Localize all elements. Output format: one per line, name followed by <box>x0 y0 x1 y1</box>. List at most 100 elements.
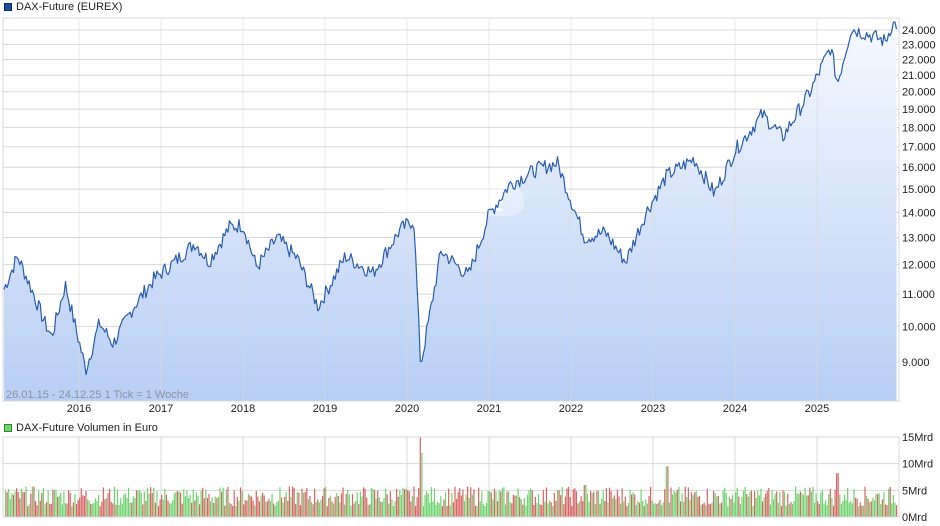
volume-bar <box>25 486 27 517</box>
volume-bar <box>159 499 161 517</box>
volume-bar <box>779 492 781 517</box>
volume-bar <box>578 501 581 517</box>
volume-bar <box>134 498 136 517</box>
volume-bar <box>664 489 666 517</box>
volume-bar <box>249 495 251 517</box>
volume-bar <box>17 491 19 517</box>
volume-bar <box>309 495 311 517</box>
volume-bar <box>719 503 721 517</box>
volume-bar <box>733 502 735 517</box>
volume-y-tick: 5Mrd <box>902 485 927 497</box>
volume-bar <box>870 501 872 517</box>
volume-bar <box>586 493 589 517</box>
volume-bar <box>836 473 838 517</box>
volume-bar <box>53 490 56 517</box>
volume-bar <box>23 492 26 517</box>
volume-bar <box>676 489 678 517</box>
volume-bar <box>99 506 101 517</box>
volume-bar <box>555 500 557 517</box>
volume-bar <box>619 503 622 517</box>
volume-bar <box>104 499 106 517</box>
volume-bar <box>187 497 190 517</box>
volume-bar <box>181 503 183 517</box>
volume-bar <box>422 506 425 517</box>
volume-bar <box>490 492 492 517</box>
volume-bar <box>746 493 748 517</box>
volume-bar <box>772 499 775 517</box>
volume-bar <box>334 496 336 517</box>
volume-bar <box>347 489 349 517</box>
volume-bar <box>180 492 182 517</box>
volume-bar <box>810 491 812 517</box>
volume-bar <box>695 491 697 517</box>
volume-bar <box>892 494 894 517</box>
volume-bar <box>618 496 620 517</box>
volume-bar <box>530 488 532 517</box>
volume-bar <box>381 501 384 517</box>
volume-bar <box>75 503 78 517</box>
volume-bar <box>828 494 830 517</box>
volume-bar <box>856 498 858 517</box>
volume-bar <box>673 491 675 517</box>
volume-bar <box>198 504 201 517</box>
volume-bar <box>454 486 456 517</box>
volume-bar <box>452 502 455 517</box>
volume-bar <box>590 490 592 517</box>
volume-bar <box>884 504 887 517</box>
volume-bar <box>385 488 387 517</box>
volume-bar <box>834 489 836 517</box>
volume-bar <box>299 505 302 517</box>
volume-y-axis: 0Mrd 5Mrd 10Mrd 15Mrd <box>902 432 933 524</box>
volume-bar <box>8 488 10 517</box>
volume-bar <box>243 504 245 517</box>
volume-bar <box>608 487 611 517</box>
volume-bar <box>500 491 502 517</box>
volume-bar <box>345 493 347 517</box>
volume-bar <box>162 499 164 517</box>
volume-bar <box>110 501 112 517</box>
volume-bar <box>806 495 808 517</box>
volume-bar <box>599 503 601 517</box>
volume-bar <box>653 504 655 517</box>
volume-bar <box>703 502 705 517</box>
volume-bar <box>112 503 114 517</box>
volume-bar <box>752 506 754 517</box>
volume-bar <box>560 495 562 517</box>
volume-bar <box>687 487 689 517</box>
volume-bar <box>205 489 207 517</box>
volume-bar <box>276 502 278 517</box>
volume-bar <box>416 497 418 517</box>
price-y-tick: 15.000 <box>902 184 936 196</box>
volume-bar <box>768 487 770 517</box>
volume-bar <box>107 493 109 517</box>
volume-bar <box>219 487 221 517</box>
volume-bar <box>80 488 82 517</box>
volume-bar <box>135 490 138 517</box>
volume-bar <box>83 496 86 517</box>
volume-bar <box>467 486 469 517</box>
volume-bar <box>392 505 395 517</box>
volume-bar <box>291 486 294 517</box>
volume-bar <box>495 491 497 517</box>
volume-bar <box>455 498 458 517</box>
volume-bar <box>796 493 798 517</box>
volume-bar <box>508 491 510 517</box>
volume-bar <box>277 500 279 517</box>
volume-bar <box>847 488 849 517</box>
volume-bar <box>397 496 399 517</box>
volume-bar <box>34 501 37 517</box>
volume-bar <box>511 503 513 517</box>
volume-bar <box>689 499 691 517</box>
price-y-tick: 12.000 <box>902 260 936 272</box>
volume-bar <box>77 500 79 517</box>
volume-bar <box>566 488 568 517</box>
volume-bar <box>470 487 472 517</box>
volume-bar <box>232 506 234 517</box>
price-y-tick: 10.000 <box>902 321 936 333</box>
volume-bar <box>831 497 833 517</box>
volume-bar <box>643 505 645 517</box>
volume-bar <box>462 489 464 517</box>
volume-bar <box>539 504 541 517</box>
volume-bar <box>444 492 447 517</box>
